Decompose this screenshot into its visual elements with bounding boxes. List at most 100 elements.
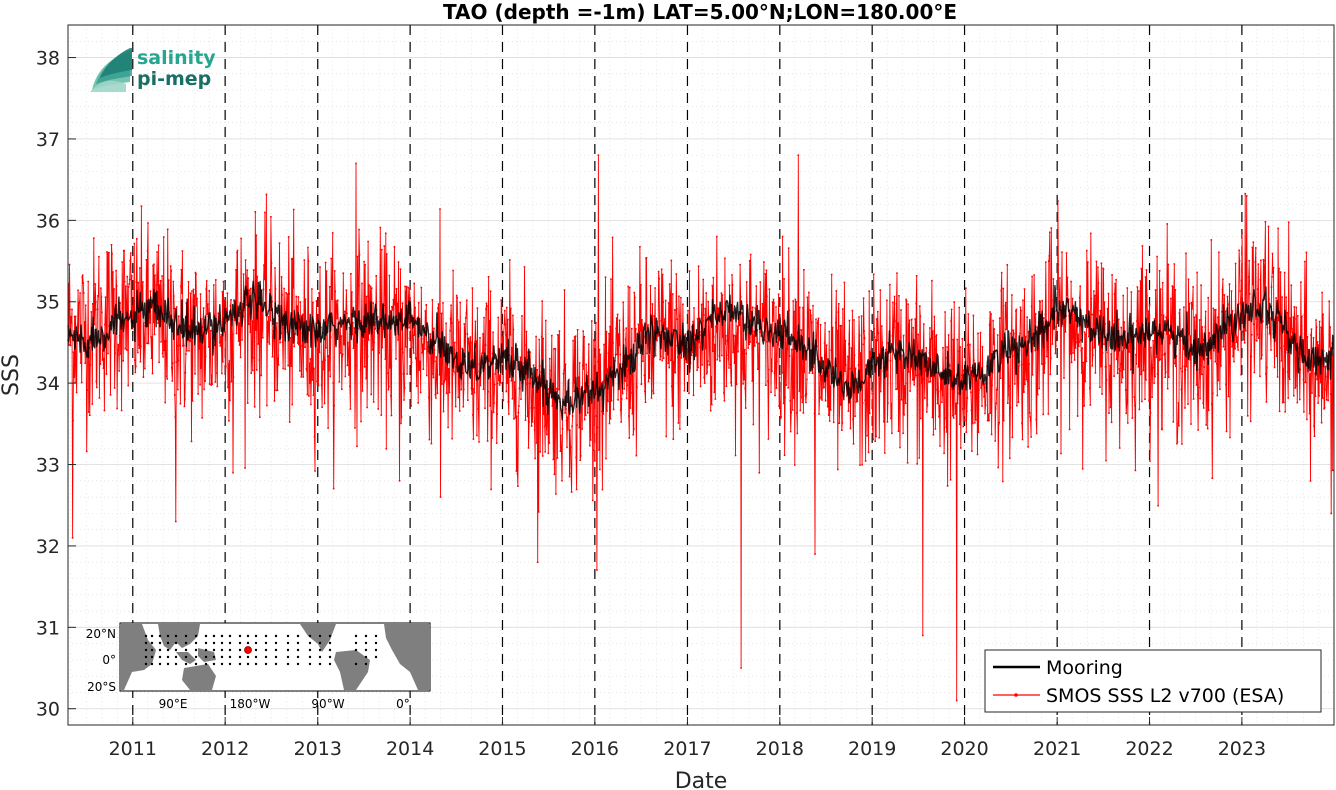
y-tick-label: 32 bbox=[36, 536, 60, 558]
map-station-dot bbox=[204, 648, 208, 652]
map-station-dot bbox=[212, 634, 216, 638]
map-station-dot bbox=[238, 655, 242, 659]
map-lon-label: 180°W bbox=[230, 697, 271, 711]
map-station-dot bbox=[228, 648, 232, 652]
map-station-dot bbox=[174, 655, 178, 659]
series-mooring bbox=[67, 280, 1335, 421]
map-station-dot bbox=[194, 641, 198, 645]
map-station-dot bbox=[246, 634, 250, 638]
map-station-dot bbox=[308, 655, 312, 659]
map-station-dot bbox=[296, 655, 300, 659]
map-station-dot bbox=[212, 641, 216, 645]
map-station-dot bbox=[194, 662, 198, 666]
legend: Mooring SMOS SSS L2 v700 (ESA) bbox=[984, 649, 1322, 713]
map-lon-label: 0° bbox=[396, 697, 410, 711]
map-station-dot bbox=[274, 634, 278, 638]
map-station-dot bbox=[238, 648, 242, 652]
map-station-dot bbox=[144, 662, 148, 666]
map-station-dot bbox=[228, 662, 232, 666]
map-station-dot bbox=[144, 634, 148, 638]
map-station-dot bbox=[318, 648, 322, 652]
chart-title: TAO (depth =-1m) LAT=5.00°N;LON=180.00°E bbox=[443, 0, 957, 24]
map-station-dot bbox=[194, 634, 198, 638]
map-station-dot bbox=[254, 655, 258, 659]
map-station-dot bbox=[308, 634, 312, 638]
map-station-dot bbox=[286, 641, 290, 645]
map-station-dot bbox=[254, 662, 258, 666]
map-station-dot bbox=[246, 662, 250, 666]
map-station-dot bbox=[220, 634, 224, 638]
map-station-dot bbox=[308, 648, 312, 652]
map-lon-label: 90°W bbox=[311, 697, 344, 711]
map-station-dot bbox=[228, 655, 232, 659]
map-station-dot bbox=[254, 648, 258, 652]
x-tick-label: 2011 bbox=[109, 738, 157, 760]
map-station-dot bbox=[144, 648, 148, 652]
map-station-dot bbox=[374, 641, 378, 645]
map-station-dot bbox=[194, 655, 198, 659]
map-station-dot bbox=[174, 648, 178, 652]
x-tick-label: 2016 bbox=[571, 738, 619, 760]
map-station-dot bbox=[364, 662, 368, 666]
map-station-dot bbox=[220, 648, 224, 652]
map-station-dot bbox=[296, 648, 300, 652]
legend-box bbox=[984, 649, 1322, 713]
map-station-dot bbox=[274, 648, 278, 652]
map-station-dot bbox=[144, 641, 148, 645]
map-station-dot bbox=[286, 662, 290, 666]
plot-frame bbox=[67, 24, 1335, 726]
map-station-dot bbox=[204, 655, 208, 659]
map-station-dot bbox=[204, 662, 208, 666]
map-station-dot bbox=[220, 655, 224, 659]
map-station-dot bbox=[150, 648, 154, 652]
map-station-dot bbox=[220, 641, 224, 645]
y-tick-label: 30 bbox=[36, 699, 60, 721]
x-tick-label: 2019 bbox=[848, 738, 896, 760]
map-station-dot bbox=[158, 648, 162, 652]
y-tick-label: 34 bbox=[36, 373, 60, 395]
map-station-dot bbox=[296, 662, 300, 666]
map-station-dot bbox=[274, 662, 278, 666]
map-station-dot bbox=[328, 648, 332, 652]
map-station-dot bbox=[308, 662, 312, 666]
x-tick-label: 2023 bbox=[1218, 738, 1266, 760]
map-station-dot bbox=[174, 662, 178, 666]
map-station-dot bbox=[274, 641, 278, 645]
map-station-dot bbox=[354, 648, 358, 652]
map-station-dot bbox=[308, 641, 312, 645]
map-station-dot bbox=[228, 634, 232, 638]
salinity-pimep-logo: salinity pi-mep bbox=[90, 47, 216, 92]
y-tick-labels: 30 31 32 33 34 35 36 37 38 bbox=[36, 48, 76, 721]
x-tick-label: 2022 bbox=[1125, 738, 1173, 760]
map-station-dot bbox=[212, 655, 216, 659]
x-axis-label: Date bbox=[675, 769, 728, 790]
map-station-dot bbox=[184, 641, 188, 645]
map-station-dot bbox=[238, 641, 242, 645]
mooring-series-line bbox=[67, 280, 1335, 421]
map-station-dot bbox=[184, 648, 188, 652]
map-station-dot bbox=[238, 634, 242, 638]
map-station-dot bbox=[328, 662, 332, 666]
map-station-dot bbox=[246, 641, 250, 645]
map-station-dot bbox=[204, 641, 208, 645]
map-station-dot bbox=[286, 655, 290, 659]
map-station-dot bbox=[212, 648, 216, 652]
map-station-dot bbox=[264, 641, 268, 645]
map-station-dot bbox=[166, 648, 170, 652]
map-station-dot bbox=[228, 641, 232, 645]
map-station-dot bbox=[328, 634, 332, 638]
map-station-dot bbox=[364, 648, 368, 652]
map-station-dot bbox=[204, 634, 208, 638]
map-lat-label: 20°S bbox=[87, 680, 116, 694]
map-station-dot bbox=[318, 641, 322, 645]
y-tick-label: 31 bbox=[36, 617, 60, 639]
map-station-dot bbox=[354, 641, 358, 645]
x-tick-label: 2017 bbox=[663, 738, 711, 760]
map-station-dot bbox=[328, 655, 332, 659]
map-station-dot bbox=[246, 655, 250, 659]
x-tick-label: 2018 bbox=[756, 738, 804, 760]
map-station-dot bbox=[374, 634, 378, 638]
map-station-dot bbox=[318, 662, 322, 666]
map-station-dot bbox=[354, 634, 358, 638]
map-station-dot bbox=[150, 641, 154, 645]
